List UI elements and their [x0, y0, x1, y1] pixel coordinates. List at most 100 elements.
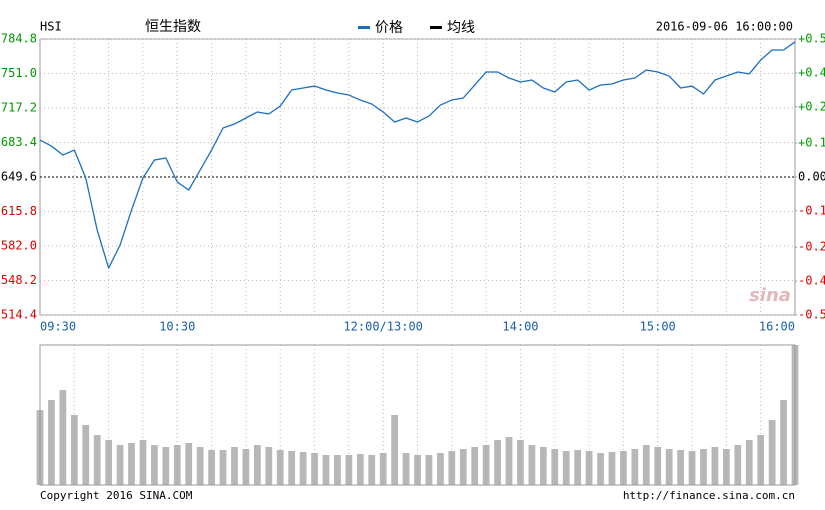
timestamp: 2016-09-06 16:00:00 [656, 20, 793, 34]
x-tick-label: 09:30 [40, 320, 76, 334]
volume-bar [288, 451, 296, 485]
volume-bar [780, 400, 787, 485]
volume-bar [539, 447, 547, 485]
volume-bar [105, 440, 113, 485]
y-tick-label: 23751.0 [0, 66, 37, 80]
volume-bar [128, 443, 135, 485]
volume-bar [151, 445, 158, 485]
volume-bar [688, 451, 696, 485]
y2-tick-label: 0.00% [798, 170, 825, 184]
volume-bar [597, 453, 604, 485]
volume-bar [185, 443, 193, 485]
volume-bar [620, 451, 627, 485]
y-tick-label: 23582.0 [0, 239, 37, 253]
y-tick-label: 23514.4 [0, 308, 37, 322]
volume-bar [208, 450, 215, 485]
volume-bar [82, 425, 90, 485]
x-tick-label: 15:00 [640, 320, 676, 334]
volume-bar [196, 447, 204, 485]
y-tick-label: 23784.8 [0, 32, 37, 46]
y-tick-label: 23548.2 [0, 273, 37, 287]
volume-bar [665, 449, 673, 485]
volume-bar [242, 449, 250, 485]
volume-bar [745, 440, 753, 485]
y2-tick-label: -0.29% [798, 240, 825, 254]
volume-bar [505, 437, 513, 485]
legend-label: 价格 [375, 20, 403, 36]
copyright: Copyright 2016 SINA.COM [40, 489, 193, 502]
volume-bar [642, 445, 650, 485]
volume-bar [116, 445, 124, 485]
volume-bar [356, 454, 364, 485]
x-tick-label: 10:30 [159, 320, 195, 334]
symbol: HSI [40, 20, 62, 34]
volume-bar [299, 452, 307, 485]
y-tick-label: 23683.4 [0, 135, 37, 149]
volume-bar [768, 420, 776, 485]
volume-bar [677, 450, 684, 485]
x-tick-label: 12:00/13:00 [343, 320, 422, 334]
y2-tick-label: +0.29% [798, 99, 825, 113]
volume-bar [722, 449, 730, 485]
legend-swatch [358, 26, 370, 29]
y2-tick-label: -0.57% [798, 308, 825, 322]
volume-bar [482, 445, 490, 485]
volume-bar [757, 435, 765, 485]
volume-bar [334, 455, 341, 485]
volume-bar [36, 410, 44, 485]
volume-bar [219, 450, 227, 485]
volume-bar [345, 455, 353, 485]
volume-bar [231, 447, 238, 485]
x-tick-label: 14:00 [502, 320, 538, 334]
volume-bar [448, 451, 456, 485]
volume-bar [368, 455, 376, 485]
volume-bar [162, 447, 170, 485]
volume-bar [574, 450, 582, 485]
volume-bar [608, 452, 616, 485]
y2-tick-label: -0.43% [798, 274, 825, 288]
volume-bar [471, 447, 479, 485]
chart-title: 恒生指数 [145, 19, 201, 35]
y-tick-label: 23615.8 [0, 204, 37, 218]
volume-bar [253, 445, 261, 485]
y2-tick-label: -0.14% [798, 203, 825, 217]
volume-bar [528, 445, 536, 485]
volume-bar [436, 453, 444, 485]
volume-bar [585, 451, 593, 485]
watermark: sina [749, 285, 791, 306]
volume-bar [551, 449, 559, 485]
volume-bar [414, 455, 421, 485]
volume-bar [711, 447, 719, 485]
y2-tick-label: +0.43% [798, 65, 825, 79]
volume-bar [276, 450, 284, 485]
y-tick-label: 23649.6 [0, 170, 37, 184]
volume-bar [139, 440, 147, 485]
volume-bar [379, 453, 387, 485]
volume-bar [59, 390, 67, 485]
volume-bar [631, 449, 639, 485]
volume-bar [494, 440, 501, 485]
legend-swatch [430, 26, 442, 29]
y2-tick-label: +0.57% [798, 32, 825, 46]
volume-bar [48, 400, 55, 485]
volume-bar [654, 447, 662, 485]
volume-bar [322, 455, 330, 485]
volume-bar [517, 440, 524, 485]
volume-bar [173, 445, 181, 485]
volume-bar [93, 435, 101, 485]
y-tick-label: 23717.2 [0, 101, 37, 115]
x-tick-label: 16:00 [759, 320, 795, 334]
y2-tick-label: +0.14% [798, 136, 825, 150]
volume-bar [562, 451, 570, 485]
volume-bar [734, 445, 742, 485]
volume-bar [70, 415, 78, 485]
volume-bar [425, 455, 433, 485]
volume-bar [265, 447, 273, 485]
volume-bar [402, 453, 410, 485]
price-line [39, 41, 796, 269]
volume-bar [791, 345, 799, 485]
volume-bar [311, 453, 318, 485]
volume-bar [391, 415, 399, 485]
